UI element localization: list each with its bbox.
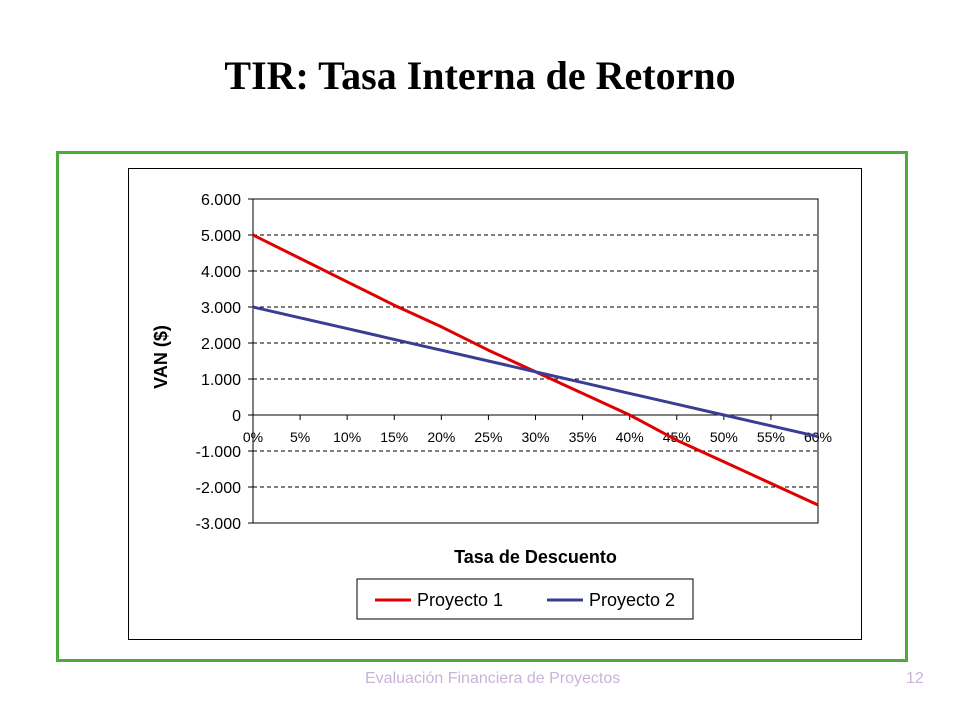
- x-tick-label: 55%: [757, 429, 785, 445]
- x-tick-label: 50%: [710, 429, 738, 445]
- x-tick-label: 35%: [569, 429, 597, 445]
- x-tick-label: 15%: [380, 429, 408, 445]
- series-line-proyecto-1: [252, 233, 819, 507]
- legend-box: [356, 578, 694, 620]
- x-tick-label: 5%: [290, 429, 310, 445]
- y-tick-label: 1.000: [201, 372, 241, 389]
- y-tick-label: 3.000: [201, 300, 241, 317]
- x-tick-label: 40%: [616, 429, 644, 445]
- y-tick-label: -3.000: [196, 516, 241, 533]
- footer-text: Evaluación Financiera de Proyectos: [365, 670, 621, 687]
- legend-label-proyecto-2: Proyecto 2: [589, 590, 675, 610]
- page-number: 12: [906, 670, 924, 687]
- legend-label-proyecto-1: Proyecto 1: [417, 590, 503, 610]
- x-tick-label: 20%: [427, 429, 455, 445]
- x-axis-title: Tasa de Descuento: [454, 547, 617, 567]
- x-tick-label: 45%: [663, 429, 691, 445]
- slide-title: TIR: Tasa Interna de Retorno: [224, 53, 736, 98]
- x-tick-label: 25%: [474, 429, 502, 445]
- chart-area: 6.000 5.000 4.000 3.000 2.000 1.000 0 -1.000 -2.…: [128, 168, 862, 640]
- y-tick-label: 0: [232, 408, 241, 425]
- y-tick-label: 4.000: [201, 264, 241, 281]
- x-tick-label: 60%: [804, 429, 832, 445]
- y-tick-label: -2.000: [196, 480, 241, 497]
- chart-frame: [56, 151, 908, 662]
- y-axis-title: VAN ($): [151, 325, 171, 389]
- y-tick-label: 5.000: [201, 228, 241, 245]
- x-tick-label: 0%: [243, 429, 263, 445]
- y-tick-label: 2.000: [201, 336, 241, 353]
- x-tick-label: 10%: [333, 429, 361, 445]
- van-chart: 6.000 5.000 4.000 3.000 2.000 1.000 0 -1.000 -2.…: [151, 192, 832, 620]
- plot-area-border: [252, 198, 819, 524]
- y-tick-label: -1.000: [196, 444, 241, 461]
- y-tick-label: 6.000: [201, 192, 241, 209]
- series-line-proyecto-2: [252, 305, 819, 439]
- x-tick-label: 30%: [521, 429, 549, 445]
